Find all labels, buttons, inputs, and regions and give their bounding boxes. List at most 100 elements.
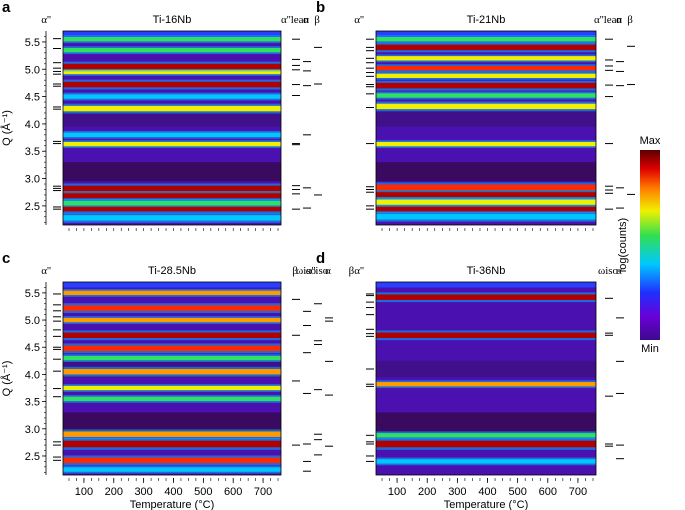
x-tick-label: 400 [164,486,182,498]
x-tick-label: 600 [224,486,242,498]
y-axis-title: Q (Å⁻¹) [0,361,13,397]
heatmap-background-top [63,31,281,37]
x-tick-label: 700 [569,486,587,498]
left-phase-label: α'' [41,265,51,277]
colorbar-axis-label: log(counts) [617,218,629,272]
heatmap-dark-region [376,412,596,432]
colorbar-max-label: Max [640,135,661,147]
x-tick-label: 200 [418,486,436,498]
intensity-band [63,132,281,138]
intensity-band [63,69,281,75]
intensity-band [63,385,281,391]
colorbar: Max Min log(counts) [617,135,661,355]
x-tick-label: 500 [508,486,526,498]
x-tick-label: 700 [254,486,272,498]
intensity-band [376,382,596,387]
intensity-band [63,467,281,472]
intensity-band [63,396,281,402]
intensity-band [376,459,596,464]
right-phase-label: ωiso [598,265,619,277]
intensity-band [63,355,281,361]
right-phase-label: α''lean [594,14,623,26]
left-phase-label: βα'' [349,265,364,277]
intensity-band [376,103,596,110]
right-phase-label: α''lean [281,14,310,26]
heatmap-dark-region [376,162,596,182]
y-tick-label: 2.5 [25,201,40,213]
x-tick-label: 200 [105,486,123,498]
heatmap-background-top [376,31,596,37]
panel-letter: a [2,0,11,16]
heatmap-dark-region [376,360,596,378]
intensity-band [376,82,596,89]
right-phase-label: α [616,14,622,26]
intensity-band [63,368,281,375]
intensity-band [376,37,596,42]
y-tick-label: 4.5 [25,92,40,104]
intensity-band [63,305,281,311]
intensity-band [63,47,281,53]
intensity-band [63,440,281,448]
y-axis-title: Q (Å⁻¹) [0,110,13,146]
panel-letter: b [316,0,325,16]
y-tick-label: 5.0 [25,64,40,76]
plot-frame [62,281,282,476]
right-phase-label: β [627,14,633,26]
x-tick-label: 300 [134,486,152,498]
left-phase-label: α'' [354,14,364,26]
intensity-band [63,94,281,99]
right-phase-label: α [616,265,622,277]
intensity-band [376,44,596,51]
y-tick-label: 5.0 [25,315,40,327]
intensity-band [376,141,596,147]
y-tick-label: 3.0 [25,424,40,436]
y-tick-label: 4.0 [25,119,40,131]
intensity-band [63,332,281,338]
intensity-band [63,37,281,42]
panel-title: Ti-21Nb [467,14,506,26]
intensity-band [376,294,596,300]
plot-frame [62,30,282,226]
intensity-band [63,63,281,70]
x-tick-label: 400 [478,486,496,498]
intensity-band [376,93,596,98]
intensity-band [376,73,596,78]
intensity-band [63,105,281,112]
intensity-band [376,199,596,205]
panel-title: Ti-28.5Nb [148,265,196,277]
colorbar-min-label: Min [641,343,659,355]
y-tick-label: 3.5 [25,397,40,409]
x-axis-title: Temperature (°C) [444,499,528,510]
x-tick-label: 600 [539,486,557,498]
left-phase-label: α'' [41,14,51,26]
x-tick-label: 500 [194,486,212,498]
right-phase-label: β [314,14,320,26]
intensity-band [63,290,281,296]
intensity-band [63,457,281,464]
colorbar-gradient [640,150,660,340]
x-tick-label: 100 [388,486,406,498]
intensity-band [63,81,281,88]
intensity-band [376,214,596,220]
intensity-band [63,205,281,212]
x-axis-title: Temperature (°C) [130,499,214,510]
panel-letter: c [2,250,10,267]
y-tick-label: 5.5 [25,288,40,300]
y-tick-label: 4.0 [25,369,40,381]
right-phase-label: α''iso [306,265,329,277]
heatmap-background-top [63,282,281,288]
intensity-band [376,65,596,71]
right-phase-label: α [325,265,331,277]
x-tick-label: 100 [75,486,93,498]
right-phase-label: α [303,14,309,26]
intensity-band [376,440,596,448]
heatmap-dark-region [63,412,281,432]
panel-letter: d [316,250,325,267]
right-phase-label: ωiso [296,265,317,277]
intensity-band [376,332,596,338]
